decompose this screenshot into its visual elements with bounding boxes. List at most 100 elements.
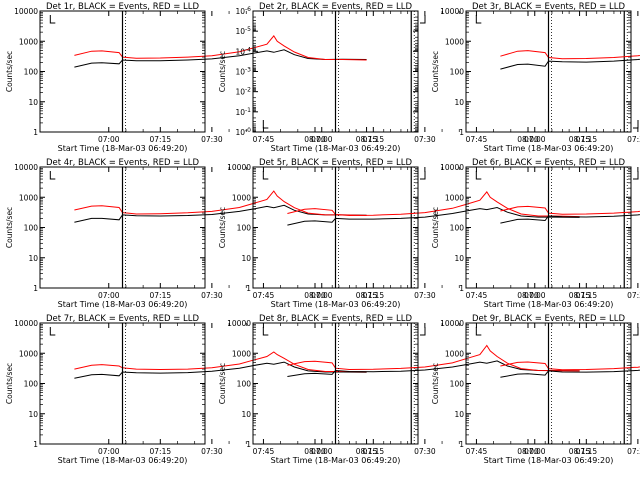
y-tick-label: 10000 bbox=[14, 7, 38, 16]
series-line-lld bbox=[287, 191, 580, 218]
interval-bracket bbox=[49, 15, 56, 24]
x-tick-label: 07:30 bbox=[201, 447, 223, 456]
interval-bracket bbox=[262, 327, 269, 336]
x-tick-label: 08:15 bbox=[356, 135, 378, 144]
panel-5: Det 5r, BLACK = Events, RED = LLD 1 10 100 1… bbox=[218, 158, 639, 309]
x-tick-label: 07:00 bbox=[98, 291, 120, 300]
plot-frame bbox=[465, 10, 632, 133]
y-axis-label: Counts/sec bbox=[431, 51, 440, 92]
y-axis-label: Counts/sec bbox=[5, 363, 14, 404]
y-axis-label: Counts/sec bbox=[218, 207, 227, 248]
y-tick-label: 10 bbox=[241, 254, 251, 263]
interval-bracket bbox=[49, 327, 56, 336]
panel-2: Det 2r, BLACK = Events, RED = LLD10-010-… bbox=[218, 2, 639, 153]
panel-8: Det 8r, BLACK = Events, RED = LLD 1 10 100 1… bbox=[218, 314, 639, 465]
x-tick-label: 07:15 bbox=[576, 135, 598, 144]
x-tick-label: 07:45 bbox=[253, 291, 275, 300]
panel-title: Det 4r, BLACK = Events, RED = LLD bbox=[46, 158, 200, 168]
interval-bracket bbox=[633, 120, 639, 129]
panel-3: Det 3r, BLACK = Events, RED = LLD 1 10 100 1… bbox=[431, 2, 640, 153]
interval-bracket bbox=[420, 171, 426, 180]
y-tick-label: 10 bbox=[28, 254, 38, 263]
plot-frame bbox=[252, 10, 419, 133]
x-tick-label: 07:30 bbox=[414, 135, 436, 144]
interval-bracket bbox=[475, 171, 482, 180]
y-tick-base: 10 bbox=[235, 88, 245, 97]
x-tick-label: 07:15 bbox=[150, 291, 172, 300]
x-axis-label: Start Time (18-Mar-03 06:49:20) bbox=[58, 300, 188, 309]
y-tick-exponent: -2 bbox=[245, 87, 251, 94]
panel-title: Det 7r, BLACK = Events, RED = LLD bbox=[46, 314, 200, 324]
y-tick-exponent: -3 bbox=[245, 67, 251, 74]
interval-bracket bbox=[633, 171, 639, 180]
y-tick-base: 10 bbox=[235, 128, 245, 137]
series-line-lld bbox=[74, 190, 367, 216]
interval-bracket bbox=[262, 120, 269, 129]
interval-bracket bbox=[475, 15, 482, 24]
panel-title: Det 3r, BLACK = Events, RED = LLD bbox=[472, 2, 626, 12]
y-tick-label: 1 bbox=[33, 440, 38, 449]
series-line-lld bbox=[500, 50, 640, 60]
y-tick-label: 10-2 bbox=[235, 87, 251, 97]
x-tick-label: 08:00 bbox=[517, 135, 539, 144]
plot-frame bbox=[39, 322, 206, 445]
x-axis-label: Start Time (18-Mar-03 06:49:20) bbox=[271, 144, 401, 153]
y-tick-label: 100 bbox=[24, 224, 39, 233]
plot-frame bbox=[465, 322, 632, 445]
x-tick-label: 07:30 bbox=[627, 291, 640, 300]
x-axis-label: Start Time (18-Mar-03 06:49:20) bbox=[484, 456, 614, 465]
y-axis-label: Counts/sec bbox=[5, 51, 14, 92]
y-tick-base: 10 bbox=[235, 47, 245, 56]
y-tick-label: 10-0 bbox=[235, 127, 251, 137]
y-tick-base: 10 bbox=[235, 7, 245, 16]
x-tick-label: 07:45 bbox=[466, 291, 488, 300]
y-tick-label: 1000 bbox=[445, 349, 464, 358]
x-tick-label: 07:30 bbox=[627, 135, 640, 144]
panel-9: Det 9r, BLACK = Events, RED = LLD 1 10 100 1… bbox=[431, 314, 640, 465]
x-tick-label: 07:15 bbox=[363, 447, 385, 456]
panel-title: Det 9r, BLACK = Events, RED = LLD bbox=[472, 314, 626, 324]
x-tick-label: 07:15 bbox=[150, 447, 172, 456]
y-tick-label: 10 bbox=[454, 98, 464, 107]
series-line-events bbox=[74, 49, 367, 68]
y-tick-label: 1 bbox=[33, 128, 38, 137]
x-tick-label: 07:00 bbox=[311, 447, 333, 456]
y-tick-label: 10 bbox=[28, 98, 38, 107]
interval-bracket bbox=[49, 171, 56, 180]
y-tick-exponent: -1 bbox=[245, 107, 251, 114]
y-tick-label: 100 bbox=[450, 224, 465, 233]
y-tick-label: 10-1 bbox=[235, 107, 251, 117]
y-axis-label: Counts/sec bbox=[431, 363, 440, 404]
y-axis-label: Counts/sec bbox=[218, 51, 227, 92]
series-line-events bbox=[500, 214, 640, 224]
series-line-events bbox=[287, 360, 580, 377]
x-tick-label: 07:00 bbox=[311, 291, 333, 300]
y-tick-label: 1000 bbox=[19, 349, 38, 358]
y-tick-exponent: -5 bbox=[245, 26, 251, 33]
y-tick-label: 10000 bbox=[440, 163, 464, 172]
x-tick-label: 08:15 bbox=[569, 447, 591, 456]
x-tick-label: 07:30 bbox=[627, 447, 640, 456]
y-tick-label: 1 bbox=[459, 128, 464, 137]
interval-bracket bbox=[262, 171, 269, 180]
plot-frame bbox=[465, 166, 632, 289]
x-tick-label: 07:45 bbox=[466, 135, 488, 144]
y-tick-label: 10-5 bbox=[235, 26, 251, 36]
x-tick-label: 07:30 bbox=[414, 291, 436, 300]
x-tick-label: 07:00 bbox=[524, 135, 546, 144]
panel-title: Det 8r, BLACK = Events, RED = LLD bbox=[259, 314, 413, 324]
interval-bracket bbox=[633, 327, 639, 336]
x-tick-label: 07:00 bbox=[98, 447, 120, 456]
x-axis-label: Start Time (18-Mar-03 06:49:20) bbox=[484, 300, 614, 309]
y-tick-label: 1 bbox=[246, 284, 251, 293]
x-tick-label: 08:00 bbox=[304, 291, 326, 300]
y-tick-label: 1 bbox=[459, 284, 464, 293]
plot-frame bbox=[39, 166, 206, 289]
x-axis-label: Start Time (18-Mar-03 06:49:20) bbox=[58, 144, 188, 153]
y-axis-label: Counts/sec bbox=[431, 207, 440, 248]
series-line-events bbox=[74, 204, 367, 223]
x-tick-label: 07:30 bbox=[414, 447, 436, 456]
panel-title: Det 6r, BLACK = Events, RED = LLD bbox=[472, 158, 626, 168]
x-tick-label: 08:00 bbox=[304, 135, 326, 144]
